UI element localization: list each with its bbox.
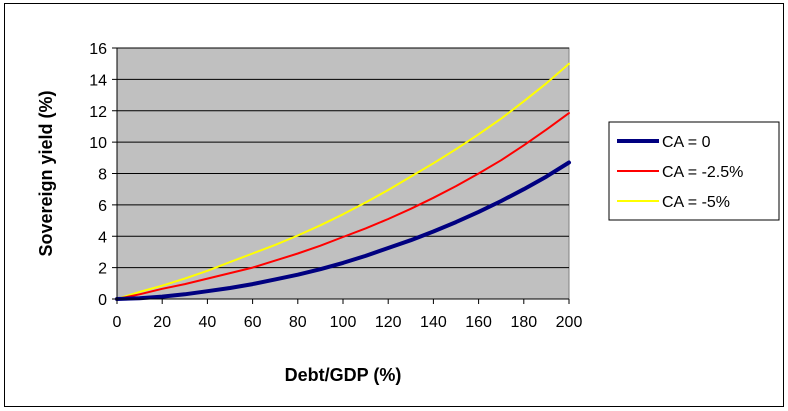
x-tick-label: 40: [199, 314, 217, 331]
x-tick-label: 60: [244, 314, 262, 331]
legend-label: CA = 0: [662, 134, 711, 151]
y-tick-labels: 0 2 4 6 8 10 12 14 16: [89, 41, 107, 309]
x-tick-label: 0: [113, 314, 122, 331]
x-tick-label: 160: [465, 314, 492, 331]
y-tick-label: 4: [98, 229, 107, 246]
axes: [112, 47, 570, 304]
y-axis-title: Sovereign yield (%): [36, 90, 56, 256]
series-line-ca-2-5-: [116, 112, 570, 300]
legend-label: CA = -5%: [662, 194, 730, 211]
series-line-ca-5-: [116, 62, 570, 300]
x-tick-labels: 0 20 40 60 80 100 120 140 160 180 200: [113, 314, 583, 331]
series-layer: [115, 62, 571, 301]
y-tick-label: 0: [98, 292, 107, 309]
y-tick-label: 8: [98, 167, 107, 184]
y-tick-label: 14: [89, 72, 107, 89]
x-tick-label: 200: [556, 314, 583, 331]
y-tick-label: 10: [89, 135, 107, 152]
series-line-ca-0: [115, 160, 571, 301]
y-tick-label: 12: [89, 104, 107, 121]
x-tick-label: 120: [375, 314, 402, 331]
legend-label: CA = -2.5%: [662, 164, 743, 181]
y-tick-label: 16: [89, 41, 107, 58]
x-axis-title: Debt/GDP (%): [285, 365, 402, 385]
x-tick-label: 100: [330, 314, 357, 331]
x-tick-label: 180: [510, 314, 537, 331]
legend: CA = 0 CA = -2.5% CA = -5%: [608, 121, 780, 221]
y-tick-label: 2: [98, 261, 107, 278]
y-tick-label: 6: [98, 198, 107, 215]
x-tick-label: 20: [153, 314, 171, 331]
x-tick-label: 140: [420, 314, 447, 331]
x-tick-label: 80: [289, 314, 307, 331]
